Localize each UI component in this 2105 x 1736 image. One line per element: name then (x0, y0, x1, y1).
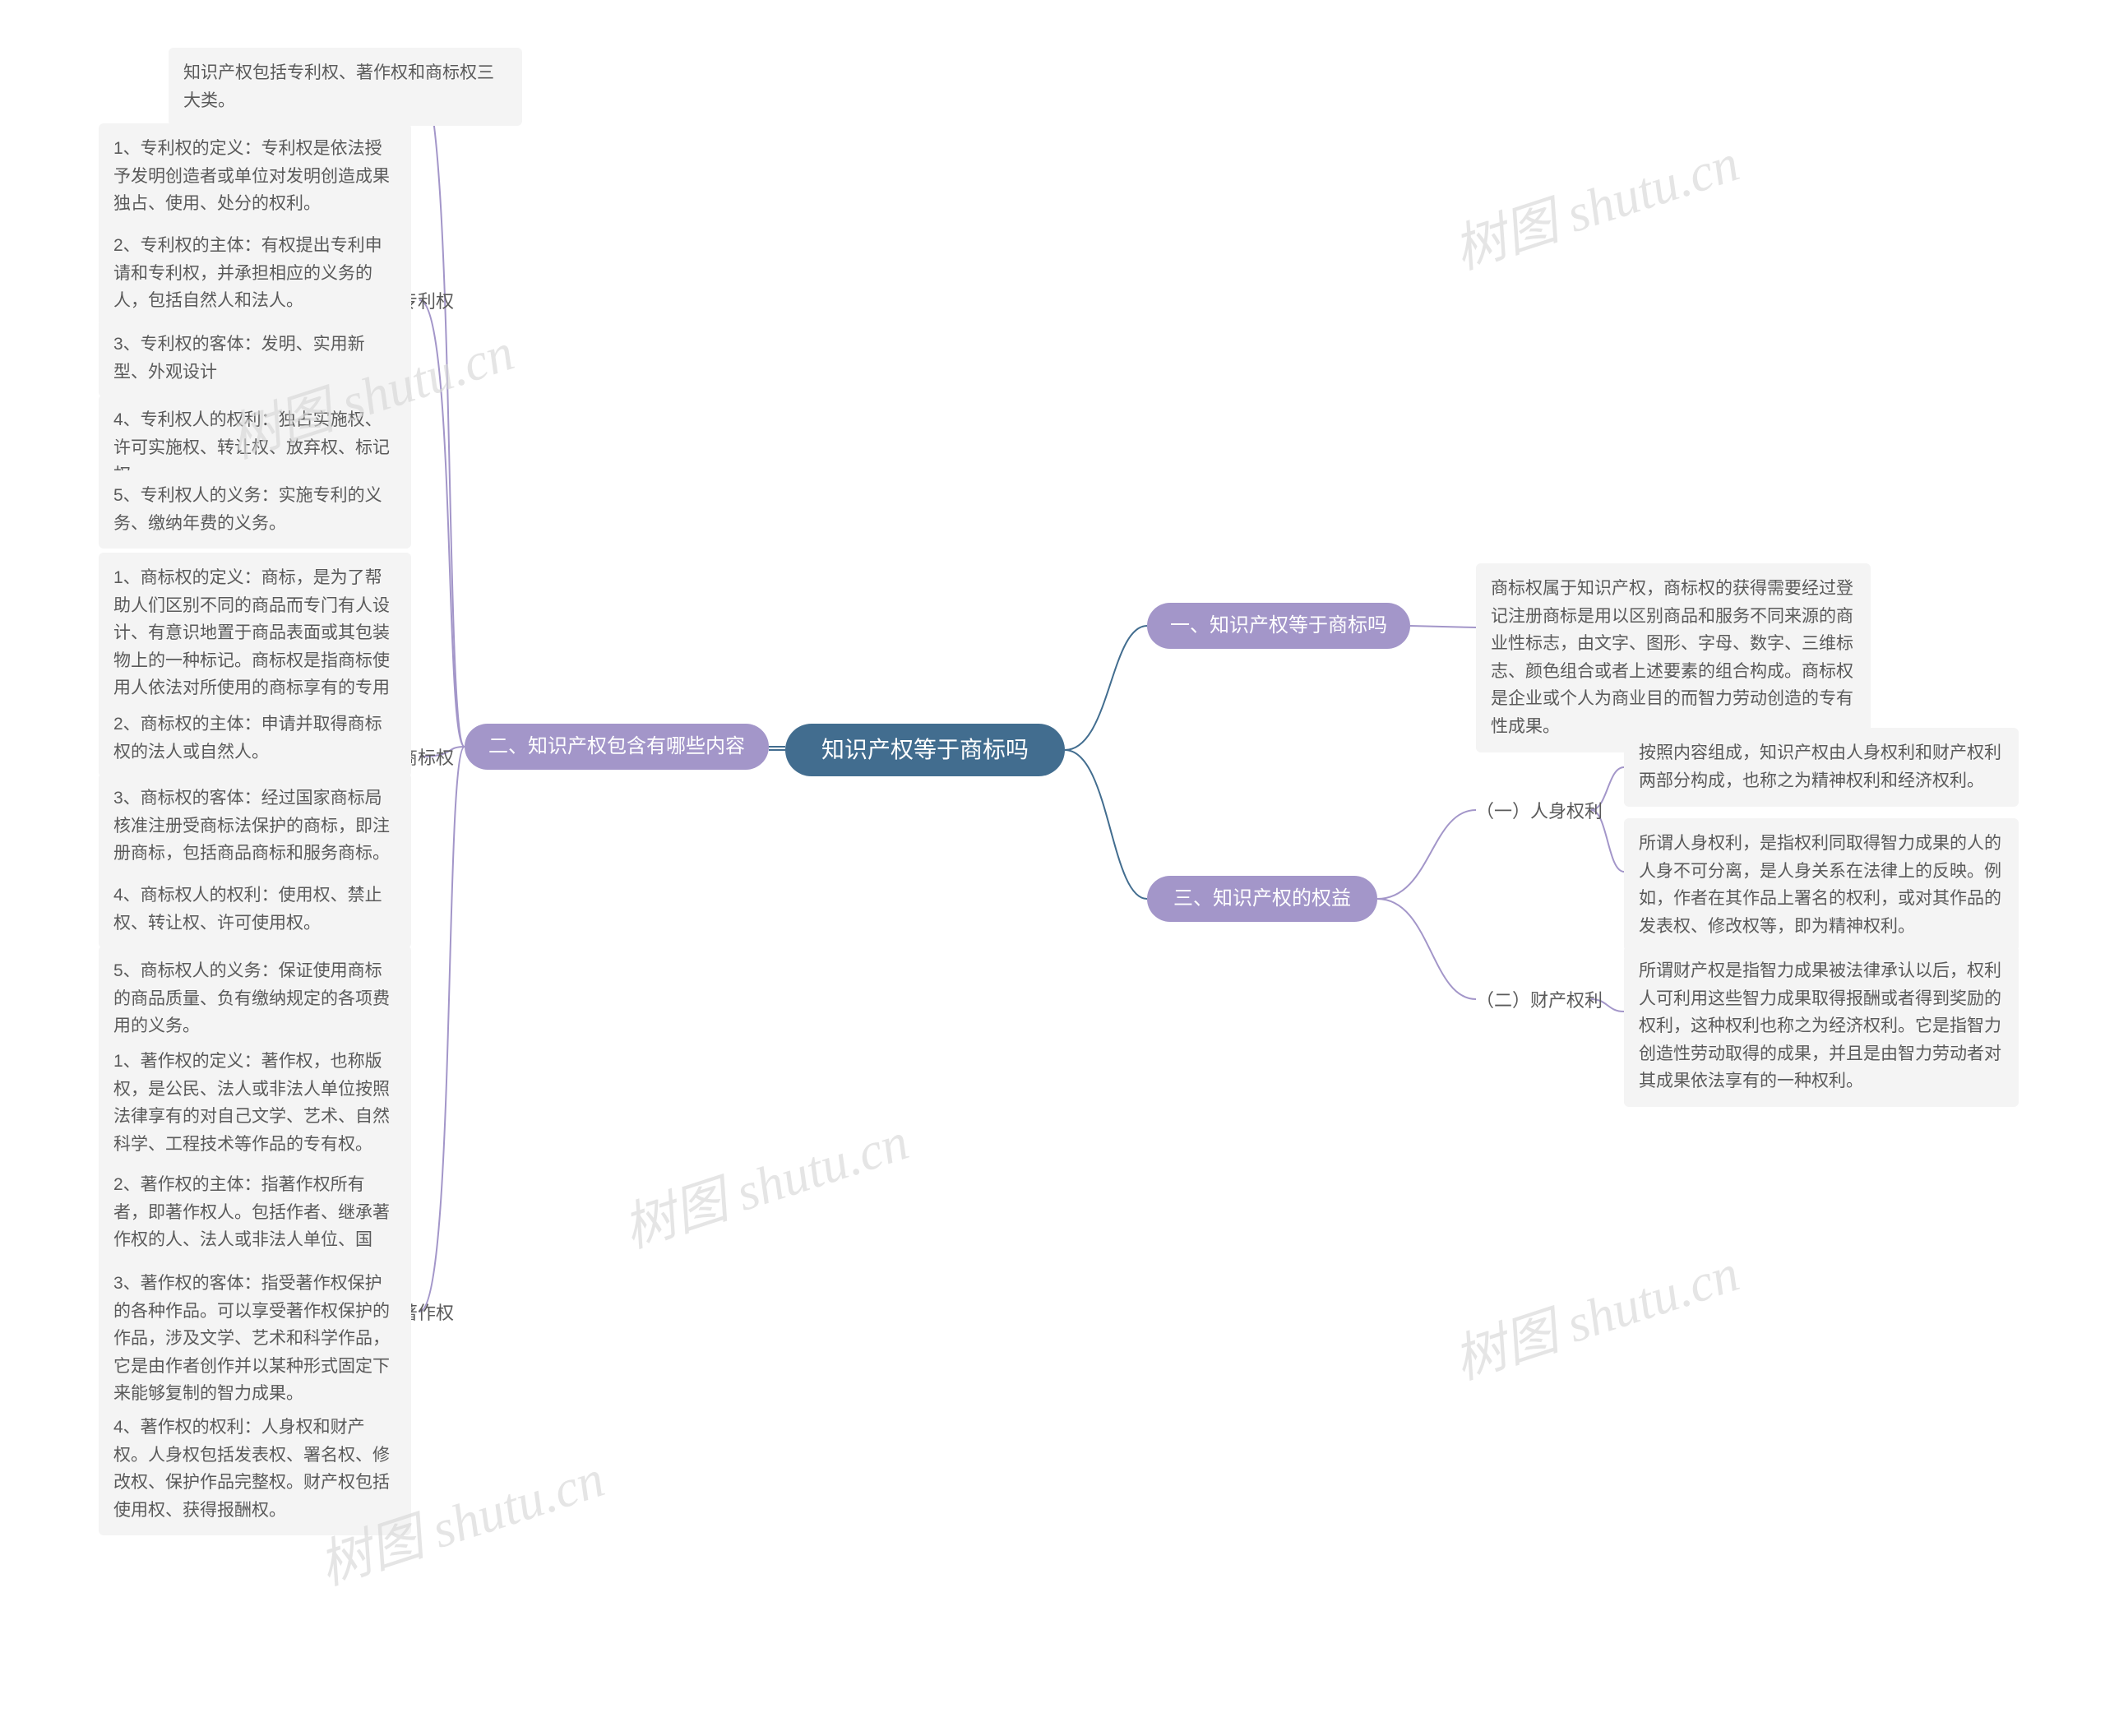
b2-s2-l2: 2、商标权的主体：申请并取得商标权的法人或自然人。 (99, 699, 411, 777)
branch-1[interactable]: 一、知识产权等于商标吗 (1147, 603, 1410, 649)
b2-s3-l4: 4、著作权的权利：人身权和财产权。人身权包括发表权、署名权、修改权、保护作品完整… (99, 1402, 411, 1535)
b2-s3-l3: 3、著作权的客体：指受著作权保护的各种作品。可以享受著作权保护的作品，涉及文学、… (99, 1258, 411, 1419)
branch-3-sub-2-leaf-1: 所谓财产权是指智力成果被法律承认以后，权利人可利用这些智力成果取得报酬或者得到奖… (1624, 946, 2019, 1107)
b2-s2-l4: 4、商标权人的权利：使用权、禁止权、转让权、许可使用权。 (99, 870, 411, 948)
b2-s1-l1: 1、专利权的定义：专利权是依法授予发明创造者或单位对发明创造成果独占、使用、处分… (99, 123, 411, 229)
branch-2-top-leaf: 知识产权包括专利权、著作权和商标权三大类。 (169, 48, 522, 126)
b2-s3-l1: 1、著作权的定义：著作权，也称版权，是公民、法人或非法人单位按照法律享有的对自己… (99, 1036, 411, 1169)
root-node[interactable]: 知识产权等于商标吗 (785, 724, 1065, 776)
branch-3-sub-1-leaf-2: 所谓人身权利，是指权利同取得智力成果的人的人身不可分离，是人身关系在法律上的反映… (1624, 818, 2019, 951)
watermark: 树图 shutu.cn (613, 1099, 917, 1262)
b2-s1-l5: 5、专利权人的义务：实施专利的义务、缴纳年费的义务。 (99, 470, 411, 549)
b2-s1-l3: 3、专利权的客体：发明、实用新型、外观设计 (99, 319, 411, 397)
b2-s1-l2: 2、专利权的主体：有权提出专利申请和专利权，并承担相应的义务的人，包括自然人和法… (99, 220, 411, 326)
branch-3[interactable]: 三、知识产权的权益 (1147, 876, 1377, 922)
watermark: 树图 shutu.cn (1443, 121, 1747, 284)
b2-s2-l3: 3、商标权的客体：经过国家商标局核准注册受商标法保护的商标，即注册商标，包括商品… (99, 773, 411, 879)
branch-2[interactable]: 二、知识产权包含有哪些内容 (465, 724, 769, 770)
branch-1-leaf: 商标权属于知识产权，商标权的获得需要经过登记注册商标是用以区别商品和服务不同来源… (1476, 563, 1871, 752)
branch-3-sub-1[interactable]: （一）人身权利 (1476, 798, 1603, 825)
branch-3-sub-1-leaf-1: 按照内容组成，知识产权由人身权利和财产权利两部分构成，也称之为精神权利和经济权利… (1624, 728, 2019, 807)
watermark: 树图 shutu.cn (1443, 1231, 1747, 1394)
branch-3-sub-2[interactable]: （二）财产权利 (1476, 987, 1603, 1014)
